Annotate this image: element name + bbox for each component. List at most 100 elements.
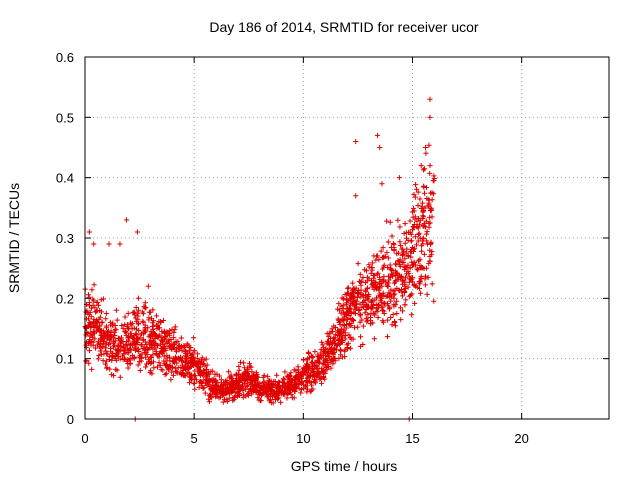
data-point [274, 372, 280, 378]
data-point [114, 367, 120, 373]
data-point [116, 343, 122, 349]
data-point [83, 324, 89, 330]
data-point [411, 281, 417, 288]
data-point [320, 342, 326, 348]
data-point [377, 144, 383, 151]
data-point [413, 242, 420, 248]
data-point [153, 350, 159, 357]
data-point [158, 337, 165, 343]
data-point [137, 367, 143, 374]
data-point [196, 358, 202, 364]
data-point [293, 373, 299, 379]
data-point [124, 321, 131, 328]
data-point [317, 354, 323, 360]
data-point [337, 347, 344, 353]
data-point [115, 353, 121, 360]
data-point [422, 205, 428, 211]
data-point [226, 369, 232, 375]
data-point [205, 381, 212, 387]
data-point [311, 362, 317, 369]
data-point [185, 359, 191, 366]
data-point [250, 374, 256, 380]
data-point [390, 240, 396, 247]
data-point [331, 337, 338, 343]
data-point [140, 311, 147, 317]
data-point [162, 371, 168, 378]
data-point [260, 383, 267, 389]
data-point [427, 162, 433, 169]
y-axis-label: SRMTID / TECUs [6, 183, 22, 293]
data-point [127, 331, 134, 337]
data-point [403, 297, 409, 303]
data-point [377, 285, 383, 291]
data-point [236, 391, 243, 397]
data-point [350, 280, 356, 286]
data-point [142, 329, 149, 335]
data-point [413, 186, 420, 192]
data-point [83, 342, 89, 348]
data-point [299, 379, 305, 385]
data-point [108, 334, 114, 340]
data-point [391, 318, 398, 325]
data-point [303, 377, 309, 384]
data-point [325, 350, 331, 356]
data-point [95, 302, 102, 308]
data-point [407, 218, 413, 224]
data-point [278, 399, 284, 405]
data-point [162, 333, 169, 339]
data-point [398, 275, 404, 281]
data-point [163, 371, 169, 377]
data-point [289, 394, 295, 401]
data-point [176, 346, 182, 352]
data-point [150, 339, 157, 345]
data-point [402, 285, 409, 292]
data-point [177, 354, 184, 360]
data-point [127, 320, 134, 326]
data-point [336, 319, 342, 326]
data-point [340, 317, 346, 324]
data-point [246, 373, 253, 379]
data-point [418, 243, 425, 249]
data-point [412, 300, 418, 306]
data-point [175, 365, 181, 371]
data-point [97, 323, 103, 329]
data-point [408, 249, 415, 255]
data-point [94, 328, 100, 334]
data-point [298, 390, 304, 396]
data-point [379, 295, 385, 302]
data-point [88, 342, 94, 348]
data-point [351, 325, 358, 331]
data-point [161, 353, 167, 359]
data-point [91, 241, 97, 247]
data-point [134, 335, 140, 342]
data-point [89, 332, 95, 338]
data-point [396, 175, 402, 181]
data-point [106, 241, 112, 247]
data-point [208, 385, 214, 392]
data-point [85, 330, 91, 337]
data-point [168, 376, 174, 383]
data-point [339, 295, 345, 301]
data-point [427, 114, 433, 120]
data-point [397, 305, 404, 311]
data-point [401, 248, 407, 254]
data-point [224, 386, 230, 392]
data-point [318, 375, 324, 381]
data-point [426, 220, 432, 227]
data-point [221, 396, 228, 402]
data-point [255, 374, 261, 381]
data-point [240, 387, 246, 393]
y-tick-label: 0.2 [56, 291, 74, 306]
data-point [424, 241, 431, 247]
data-point [381, 262, 387, 268]
data-point [143, 350, 149, 356]
data-point [386, 290, 392, 296]
data-point [177, 370, 183, 376]
data-point [282, 369, 288, 375]
data-point [173, 340, 179, 346]
data-point [192, 368, 198, 374]
data-point [210, 368, 216, 374]
data-point [83, 309, 89, 315]
data-point [211, 378, 217, 384]
data-point [366, 262, 372, 268]
